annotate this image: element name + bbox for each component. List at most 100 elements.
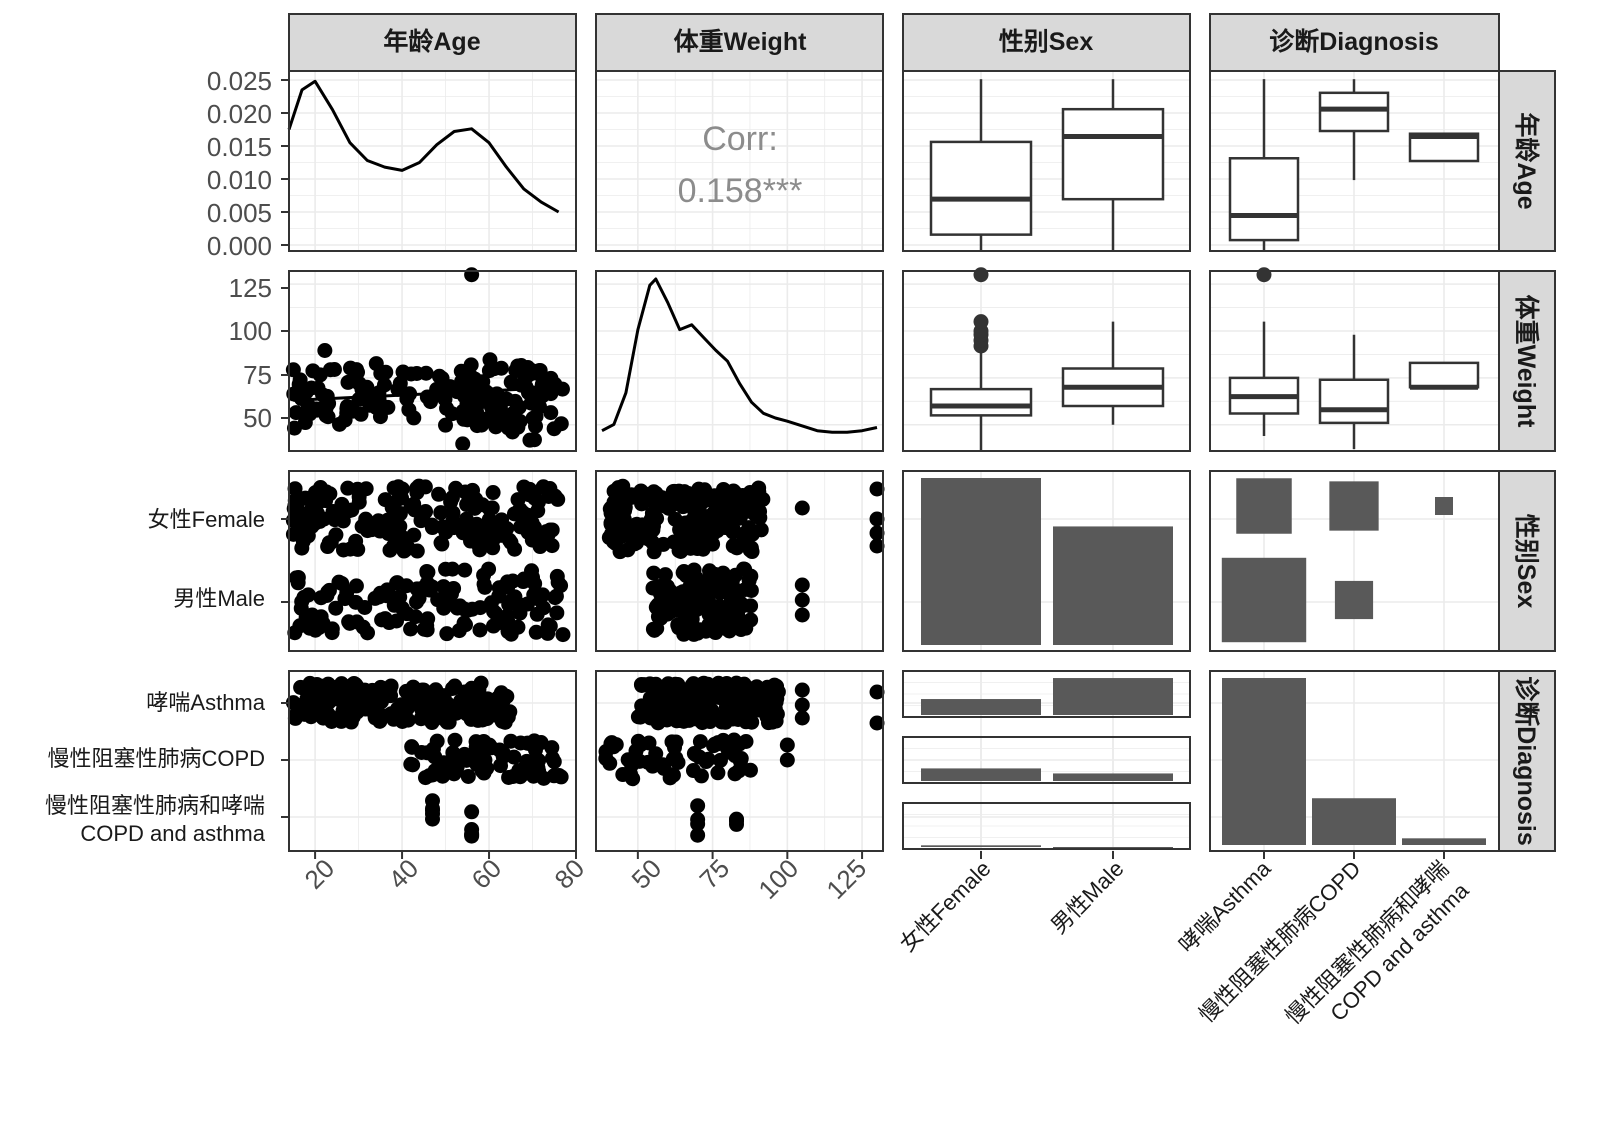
point: [403, 621, 419, 637]
y-tick-weight-2: 100: [229, 316, 272, 346]
outlier: [973, 267, 989, 283]
point: [686, 688, 702, 704]
point: [431, 486, 447, 502]
point: [486, 361, 502, 377]
strip-col-3: [1209, 13, 1500, 72]
point: [358, 511, 374, 527]
point: [690, 798, 706, 814]
point: [371, 513, 387, 529]
point: [549, 605, 565, 621]
jitter-age-asthma: [285, 675, 518, 731]
point: [457, 562, 473, 578]
point: [734, 506, 750, 522]
point: [525, 410, 541, 426]
point: [328, 600, 344, 616]
point: [345, 403, 361, 419]
box-weight-1: [1061, 321, 1165, 425]
point: [755, 491, 771, 507]
point: [692, 734, 708, 750]
bottom-ticks: [314, 851, 1445, 859]
point: [421, 768, 437, 784]
point: [499, 608, 515, 624]
point: [657, 567, 673, 583]
point: [484, 500, 500, 516]
point: [368, 399, 384, 415]
point: [444, 561, 460, 577]
point: [677, 624, 693, 640]
point: [723, 593, 739, 609]
bars-diagnosis: [1222, 678, 1486, 845]
point: [432, 760, 448, 776]
point: [378, 588, 394, 604]
box: [1408, 361, 1480, 389]
point: [664, 734, 680, 750]
point: [324, 625, 340, 641]
y-tick-weight-0: 50: [243, 403, 272, 433]
strip-col-1-label: 体重Weight: [674, 28, 808, 56]
box: [1318, 378, 1390, 425]
point: [727, 766, 743, 782]
point: [716, 508, 732, 524]
point: [540, 617, 556, 633]
point: [640, 531, 656, 547]
point: [464, 826, 480, 842]
point: [331, 574, 347, 590]
point: [305, 363, 321, 379]
point: [698, 754, 714, 770]
point: [399, 700, 415, 716]
point: [725, 538, 741, 554]
point: [669, 704, 685, 720]
point: [373, 694, 389, 710]
point: [419, 389, 435, 405]
point: [320, 409, 336, 425]
point: [288, 405, 304, 421]
point: [629, 535, 645, 551]
panel-border-r2c1: [595, 470, 884, 652]
point: [696, 710, 712, 726]
outlier: [1256, 267, 1272, 283]
y-tick-diag-2: 慢性阻塞性肺病和哮喘: [45, 793, 265, 818]
jitter-age-both: [425, 793, 480, 844]
point: [495, 690, 511, 706]
point: [518, 379, 534, 395]
point: [312, 494, 328, 510]
point: [481, 512, 497, 528]
point: [373, 365, 389, 381]
box: [1061, 107, 1165, 201]
point: [743, 540, 759, 556]
strip-col-3-label: 诊断Diagnosis: [1269, 27, 1438, 56]
point: [405, 757, 421, 773]
point: [307, 622, 323, 638]
bar: [921, 845, 1041, 847]
box: [1228, 157, 1300, 242]
strip-row-3-label: 诊断Diagnosis: [1512, 676, 1541, 845]
point: [407, 502, 423, 518]
subpanel-border-1: [902, 736, 1191, 784]
point: [630, 709, 646, 725]
mosaic-cell: [1435, 497, 1453, 515]
point: [511, 399, 527, 415]
point: [429, 733, 445, 749]
facet-bars-sex-diag: [921, 678, 1173, 849]
point: [389, 575, 405, 591]
point: [510, 419, 526, 435]
point: [869, 684, 885, 700]
point: [665, 767, 681, 783]
point: [455, 403, 471, 419]
box-weight-diag-1: [1318, 334, 1390, 450]
point: [469, 711, 485, 727]
point: [344, 502, 360, 518]
strip-row-1: [1498, 270, 1556, 452]
point: [332, 416, 348, 432]
point: [468, 380, 484, 396]
point: [535, 587, 551, 603]
jitter-weight-male: [645, 561, 759, 642]
point: [343, 360, 359, 376]
point: [721, 576, 737, 592]
point: [290, 575, 306, 591]
bars-sex: [921, 478, 1173, 645]
point: [646, 565, 662, 581]
point: [794, 592, 810, 608]
bar: [1053, 678, 1173, 715]
